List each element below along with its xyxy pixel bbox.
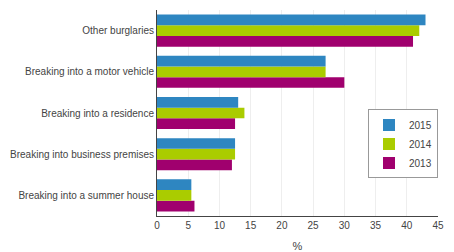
svg-text:%: % [293, 240, 303, 252]
svg-text:2013: 2013 [409, 158, 432, 169]
svg-text:Breaking into a motor vehicle: Breaking into a motor vehicle [25, 66, 154, 77]
svg-text:5: 5 [185, 220, 191, 231]
svg-text:2014: 2014 [409, 139, 432, 150]
svg-text:Breaking into a residence: Breaking into a residence [41, 108, 154, 119]
svg-text:45: 45 [432, 220, 444, 231]
svg-text:0: 0 [154, 220, 160, 231]
svg-text:Other burglaries: Other burglaries [82, 25, 154, 36]
svg-text:35: 35 [370, 220, 382, 231]
svg-text:40: 40 [401, 220, 413, 231]
svg-text:10: 10 [214, 220, 226, 231]
svg-text:20: 20 [276, 220, 288, 231]
svg-text:Breaking into a summer house: Breaking into a summer house [18, 190, 154, 201]
svg-text:30: 30 [339, 220, 351, 231]
svg-text:2015: 2015 [409, 120, 432, 131]
svg-text:15: 15 [245, 220, 257, 231]
svg-text:Breaking into business premise: Breaking into business premises [10, 149, 154, 160]
svg-text:25: 25 [308, 220, 320, 231]
